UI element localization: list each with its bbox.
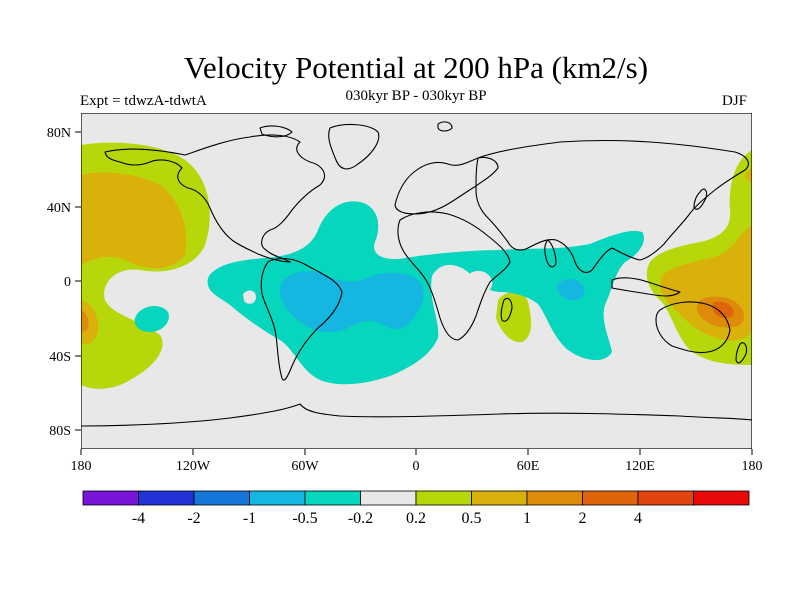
contour-light-hole-africa xyxy=(467,270,493,292)
colorbar-swatch xyxy=(582,490,639,506)
contour-darkorange-southpac xyxy=(81,310,89,332)
coastlines xyxy=(81,121,752,427)
lat-label-equator: 0 xyxy=(64,275,71,290)
coast-indonesia xyxy=(611,277,681,297)
contour-positive-madagascar xyxy=(496,291,532,343)
colorbar-swatch xyxy=(360,490,417,506)
coast-asia xyxy=(475,139,749,273)
contour-redorange-aus xyxy=(712,301,734,319)
lon-label-120w: 120W xyxy=(176,459,211,474)
lon-label-120e: 120E xyxy=(625,459,655,474)
map-panel xyxy=(81,113,752,449)
colorbar-label: 4 xyxy=(634,510,642,527)
lon-label-180-west: 180 xyxy=(71,459,92,474)
lon-label-180-east: 180 xyxy=(742,459,763,474)
colorbar-label: 2 xyxy=(579,510,587,527)
lon-label-0: 0 xyxy=(413,459,420,474)
season-label: DJF xyxy=(722,93,748,109)
contour-orange-spacific xyxy=(81,300,99,345)
lat-label-80n: 80N xyxy=(47,126,71,141)
contour-negative-small-pacific xyxy=(134,306,169,332)
colorbar xyxy=(82,490,750,506)
contour-orange-npacific xyxy=(81,172,187,269)
colorbar-swatch xyxy=(637,490,694,506)
colorbar-swatch xyxy=(471,490,528,506)
colorbar-label: 0.2 xyxy=(406,510,426,527)
contour-blue-indianocean xyxy=(557,279,585,301)
colorbar-label: -0.2 xyxy=(348,510,373,527)
colorbar-labels: -4 -2 -1 -0.5 -0.2 0.2 0.5 1 2 4 xyxy=(132,510,642,527)
coast-arctic-islands xyxy=(259,125,293,138)
lon-label-60w: 60W xyxy=(291,459,319,474)
contour-light-hole-andes xyxy=(243,290,256,304)
lon-label-60e: 60E xyxy=(517,459,540,474)
contour-orange-eastarabia xyxy=(745,168,752,182)
map-subtitle: 030kyr BP - 030kyr BP xyxy=(345,88,487,104)
coast-antarctica xyxy=(81,403,752,427)
colorbar-swatch xyxy=(249,490,306,506)
coast-india xyxy=(544,239,557,268)
colorbar-swatch xyxy=(693,490,750,506)
coast-japan xyxy=(693,188,708,210)
colorbar-label: -0.5 xyxy=(292,510,317,527)
colorbar-swatch xyxy=(193,490,250,506)
colorbar-swatch xyxy=(415,490,472,506)
coast-greenland xyxy=(328,123,380,170)
colorbar-label: -4 xyxy=(132,510,145,527)
experiment-label: Expt = tdwzA-tdwtA xyxy=(80,93,207,109)
colorbar-label: 0.5 xyxy=(462,510,482,527)
colorbar-swatch xyxy=(138,490,195,506)
coast-madagascar xyxy=(500,297,513,322)
contour-blue-samerica xyxy=(280,271,424,333)
colorbar-label: 1 xyxy=(523,510,531,527)
contour-negative-tropics xyxy=(207,201,645,385)
coast-new-zealand xyxy=(735,342,748,364)
axis-ticks xyxy=(75,131,753,455)
coast-svalbard xyxy=(437,121,453,132)
colorbar-label: -2 xyxy=(187,510,200,527)
map-title: Velocity Potential at 200 hPa (km2/s) xyxy=(183,50,649,85)
coast-south-america xyxy=(260,257,343,381)
lat-label-40n: 40N xyxy=(47,201,71,216)
lat-label-80s: 80S xyxy=(49,424,71,439)
colorbar-swatch xyxy=(304,490,361,506)
coast-australia xyxy=(655,301,731,354)
coast-africa xyxy=(397,211,511,341)
colorbar-label: -1 xyxy=(243,510,256,527)
colorbar-swatch xyxy=(82,490,139,506)
coast-europe xyxy=(394,156,499,215)
colorbar-swatch xyxy=(526,490,583,506)
lat-label-40s: 40S xyxy=(49,350,71,365)
